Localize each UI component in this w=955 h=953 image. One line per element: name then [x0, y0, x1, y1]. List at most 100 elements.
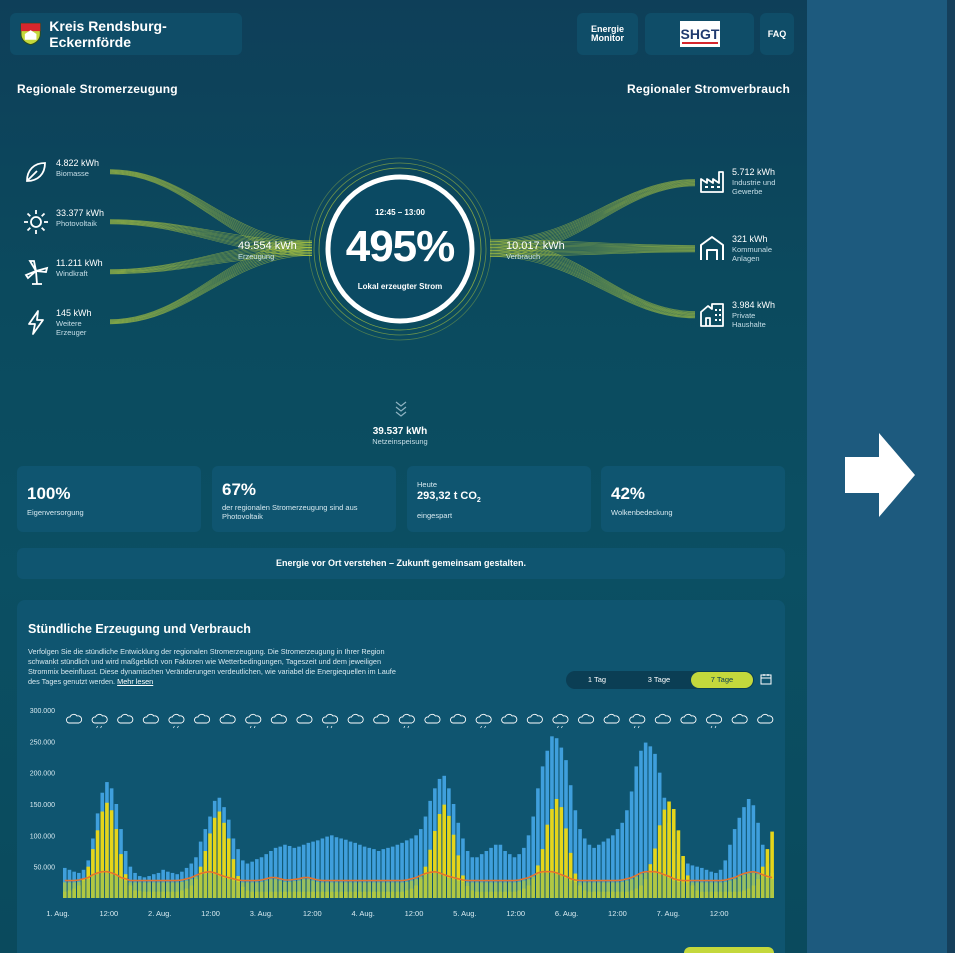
read-more-link[interactable]: Mehr lesen: [117, 677, 154, 686]
weather-icon: [347, 713, 364, 724]
tab-3-days[interactable]: 3 Tage: [647, 675, 671, 684]
flow-line: [109, 247, 313, 322]
bar-total: [292, 847, 297, 898]
coat-of-arms-icon: [20, 22, 41, 46]
energie-monitor-link[interactable]: Energie Monitor: [577, 13, 638, 55]
bar-base: [765, 877, 770, 898]
bar-total: [746, 798, 751, 898]
bar-base: [437, 874, 442, 898]
flow-line: [489, 247, 696, 315]
bar-base: [292, 881, 297, 898]
calendar-icon[interactable]: [760, 673, 772, 685]
bar-base: [344, 882, 348, 898]
bar-base: [128, 882, 133, 898]
source-photovoltaik: 33.377 kWh Photovoltaik: [22, 208, 104, 236]
bar-base: [423, 874, 428, 898]
bar-base: [255, 882, 259, 898]
bar-base: [512, 882, 517, 898]
faq-link[interactable]: FAQ: [760, 13, 794, 55]
bottom-action-pill[interactable]: [684, 947, 774, 953]
bar-total: [330, 835, 334, 898]
flow-line: [109, 250, 313, 273]
bar-base: [208, 872, 212, 898]
bar-base: [611, 882, 615, 898]
bar-base: [320, 882, 325, 898]
flow-line: [109, 220, 313, 245]
grid-feed-in: 39.537 kWh Netzeinspeisung: [350, 426, 450, 446]
bar-total: [653, 753, 657, 898]
lightning-icon: [28, 310, 44, 335]
bar-base: [311, 880, 315, 898]
bar-base: [643, 872, 648, 898]
bar-base: [156, 882, 161, 898]
municipal-building-icon: [700, 236, 724, 260]
brand-name: Kreis Rendsburg-Eckernförde: [49, 18, 167, 50]
tab-7-days[interactable]: 7 Tage: [691, 672, 753, 688]
tab-1-day[interactable]: 1 Tag: [587, 675, 607, 684]
generation-title: Regionale Stromerzeugung: [17, 82, 178, 96]
faq-label: FAQ: [767, 28, 787, 39]
weather-icon: [578, 713, 595, 724]
bar-total: [367, 847, 372, 898]
consumer-value: 321 kWh: [732, 234, 768, 244]
flow-line: [109, 169, 313, 243]
arrow-right-icon[interactable]: [845, 433, 915, 517]
bar-base: [325, 882, 329, 898]
bar-total: [639, 750, 643, 898]
bar-total: [264, 854, 269, 898]
source-windkraft: 11.211 kWh Windkraft: [22, 258, 103, 286]
bar-pv: [657, 825, 662, 898]
bar-pv: [114, 829, 119, 898]
bar-total: [414, 835, 418, 898]
bar-base: [671, 880, 676, 898]
bar-pv: [765, 849, 770, 898]
flow-line: [109, 170, 313, 247]
bar-total: [597, 844, 601, 898]
consumer-label-line2: Gewerbe: [732, 187, 763, 196]
consumption-total: 10.017 kWh Verbrauch: [506, 240, 565, 261]
weather-icon: [731, 713, 748, 724]
factory-icon: [700, 171, 724, 193]
bar-base: [259, 881, 264, 898]
shgt-logo-link[interactable]: SHGT: [645, 13, 754, 55]
bar-base: [278, 880, 283, 898]
bar-base: [428, 873, 432, 898]
bar-total: [587, 844, 592, 898]
x-tick-label: 7. Aug.: [657, 909, 680, 918]
bar-total: [470, 857, 475, 898]
bar-base: [362, 882, 367, 898]
chart-title: Stündliche Erzeugung und Verbrauch: [28, 622, 251, 636]
bar-total: [620, 822, 625, 898]
flow-line: [109, 219, 313, 243]
bar-base: [367, 882, 372, 898]
bar-base: [269, 879, 273, 898]
bar-base: [639, 874, 643, 898]
x-tick-label: 12:00: [303, 909, 322, 918]
flow-line: [109, 220, 313, 247]
bar-pv: [456, 855, 461, 898]
bar-base: [170, 882, 175, 898]
bar-base: [648, 872, 653, 898]
chevrons-down-icon: [395, 401, 407, 417]
bar-total: [517, 854, 521, 898]
bar-base: [358, 882, 362, 898]
feed-in-label: Netzeinspeisung: [372, 437, 428, 446]
consumption-total-value: 10.017 kWh: [506, 240, 565, 252]
co2-amount: 293,32 t CO: [417, 490, 477, 502]
consumer-industry: 5.712 kWh Industrie und Gewerbe: [698, 167, 775, 196]
bar-base: [475, 882, 479, 898]
bar-base: [770, 879, 774, 898]
brand-home-link[interactable]: Kreis Rendsburg-Eckernförde: [10, 13, 242, 55]
y-tick-label: 200.000: [30, 771, 55, 778]
source-value: 145 kWh: [56, 308, 92, 318]
hourly-chart-panel: Stündliche Erzeugung und Verbrauch Verfo…: [17, 600, 785, 953]
bar-total: [479, 854, 484, 898]
bar-total: [376, 851, 381, 898]
bar-base: [212, 874, 217, 898]
bar-base: [198, 874, 203, 898]
bar-pv: [550, 809, 554, 898]
stat-value: 67%: [222, 480, 257, 499]
bar-base: [686, 882, 690, 898]
consumer-label-line2: Anlagen: [732, 254, 760, 263]
bar-base: [498, 882, 503, 898]
